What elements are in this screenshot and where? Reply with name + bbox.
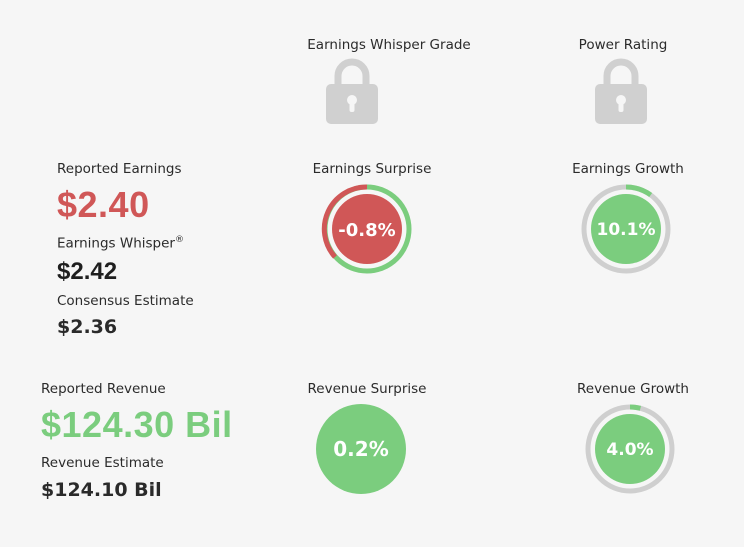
consensus-estimate-label: Consensus Estimate <box>57 293 194 309</box>
earnings-growth-gauge: 10.1% <box>581 184 671 274</box>
consensus-estimate-value: $2.36 <box>57 316 118 338</box>
reported-earnings-label: Reported Earnings <box>57 161 182 177</box>
revenue-surprise-value: 0.2% <box>333 437 388 461</box>
registered-mark: ® <box>175 235 184 245</box>
revenue-estimate-value: $124.10 Bil <box>41 479 162 501</box>
earnings-whisper-label: Earnings Whisper® <box>57 235 184 252</box>
reported-revenue-label: Reported Revenue <box>41 381 166 397</box>
revenue-growth-label: Revenue Growth <box>577 381 689 397</box>
earnings-surprise-value: -0.8% <box>338 220 395 241</box>
revenue-estimate-label: Revenue Estimate <box>41 455 164 471</box>
earnings-growth-value: 10.1% <box>597 220 656 240</box>
earnings-whisper-label-text: Earnings Whisper <box>57 235 175 252</box>
lock-icon <box>595 58 647 124</box>
earnings-surprise-gauge: -0.8% <box>321 184 412 274</box>
earnings-whisper-grade-label: Earnings Whisper Grade <box>307 37 471 53</box>
power-rating-label: Power Rating <box>578 37 668 53</box>
revenue-surprise-gauge: 0.2% <box>316 404 406 494</box>
lock-icon <box>326 58 378 124</box>
revenue-surprise-label: Revenue Surprise <box>307 381 427 397</box>
earnings-growth-label: Earnings Growth <box>572 161 684 177</box>
earnings-surprise-label: Earnings Surprise <box>312 161 432 177</box>
reported-earnings-value: $2.40 <box>57 184 150 225</box>
revenue-growth-value: 4.0% <box>606 440 653 460</box>
reported-revenue-value: $124.30 Bil <box>41 404 233 445</box>
earnings-whisper-value: $2.42 <box>57 258 118 285</box>
revenue-growth-gauge: 4.0% <box>585 404 675 494</box>
